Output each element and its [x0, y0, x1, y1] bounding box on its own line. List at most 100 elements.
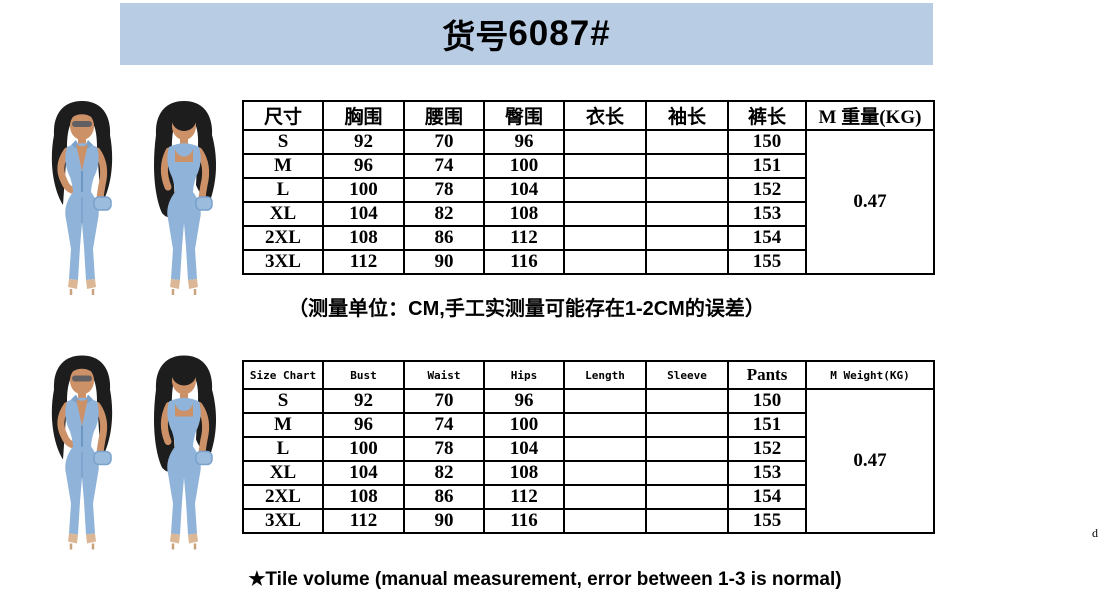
col-header-waist: Waist: [403, 360, 485, 390]
col-header-length: Length: [563, 360, 647, 390]
measurement-cell: 108: [322, 225, 405, 251]
measurement-note-cn: （测量单位：CM,手工实测量可能存在1-2CM的误差）: [288, 298, 765, 320]
measurement-cell: [645, 129, 729, 155]
measurement-cell: 151: [727, 153, 807, 179]
measurement-cell: 100: [322, 177, 405, 203]
measurement-cell: 104: [483, 177, 565, 203]
measurement-cell: 82: [403, 201, 485, 227]
stray-text-artifact: d: [1092, 526, 1098, 540]
measurement-cell: 92: [322, 129, 405, 155]
measurement-cell: 154: [727, 225, 807, 251]
measurement-cell: 153: [727, 460, 807, 486]
measurement-cell: 70: [403, 129, 485, 155]
size-row: XL 104 82 108 153: [242, 201, 934, 227]
measurement-cell: [563, 508, 647, 534]
size-label-cell: 2XL: [242, 484, 324, 510]
table-header-row: Size Chart Bust Waist Hips Length Sleeve…: [242, 360, 935, 390]
measurement-cell: [563, 129, 647, 155]
measurement-cell: 108: [322, 484, 405, 510]
size-label-cell: S: [242, 129, 324, 155]
measurement-cell: 108: [483, 201, 565, 227]
weight-value-cell: 0.47: [805, 129, 935, 275]
table-header-row: 尺寸 胸围 腰围 臀围 衣长 袖长 裤长 M 重量(KG): [242, 100, 935, 131]
col-header-weight: M Weight(KG): [805, 360, 935, 390]
size-row: L 100 78 104 152: [242, 436, 934, 462]
measurement-cell: [645, 153, 729, 179]
col-header-bust: Bust: [322, 360, 405, 390]
size-label-cell: M: [242, 412, 324, 438]
measurement-cell: 153: [727, 201, 807, 227]
measurement-cell: 100: [483, 153, 565, 179]
measurement-cell: 112: [322, 249, 405, 275]
title-banner: 货号 6087#: [120, 3, 933, 65]
measurement-note-en: ★Tile volume (manual measurement, error …: [248, 569, 842, 590]
measurement-cell: 104: [483, 436, 565, 462]
measurement-cell: [563, 412, 647, 438]
product-photo-top: [28, 95, 240, 295]
product-photo-bottom: [28, 337, 240, 562]
size-label-cell: 3XL: [242, 508, 324, 534]
measurement-cell: 74: [403, 412, 485, 438]
model-front-back-illustration: [28, 95, 240, 295]
measurement-cell: [563, 249, 647, 275]
size-label-cell: M: [242, 153, 324, 179]
page-title-number: 6087#: [508, 14, 611, 53]
measurement-cell: [563, 460, 647, 486]
size-row: 2XL 108 86 112 154: [242, 225, 934, 251]
measurement-cell: 152: [727, 177, 807, 203]
measurement-cell: [645, 484, 729, 510]
model-front-back-illustration: [28, 337, 240, 562]
measurement-cell: 155: [727, 249, 807, 275]
size-row: 3XL 112 90 116 155: [242, 249, 934, 275]
size-row: S 92 70 96 150 0.47: [242, 129, 935, 275]
col-header-pants: 裤长: [727, 100, 807, 131]
measurement-cell: [563, 201, 647, 227]
size-label-cell: 3XL: [242, 249, 324, 275]
measurement-cell: 150: [727, 388, 807, 414]
measurement-cell: 96: [322, 153, 405, 179]
size-table-chinese: 尺寸 胸围 腰围 臀围 衣长 袖长 裤长 M 重量(KG) S 92 70 96 150…: [242, 100, 935, 275]
measurement-cell: 70: [403, 388, 485, 414]
measurement-cell: 154: [727, 484, 807, 510]
measurement-cell: [645, 460, 729, 486]
size-label-cell: XL: [242, 201, 324, 227]
size-row: S 92 70 96 150 0.47: [242, 388, 935, 534]
measurement-cell: [563, 177, 647, 203]
measurement-cell: 112: [483, 225, 565, 251]
col-header-hips: 臀围: [483, 100, 565, 131]
measurement-cell: 82: [403, 460, 485, 486]
measurement-cell: 74: [403, 153, 485, 179]
col-header-waist: 腰围: [403, 100, 485, 131]
measurement-cell: [563, 225, 647, 251]
measurement-cell: 108: [483, 460, 565, 486]
measurement-cell: 116: [483, 508, 565, 534]
measurement-cell: 86: [403, 225, 485, 251]
measurement-cell: [563, 484, 647, 510]
col-header-pants: Pants: [727, 360, 807, 390]
measurement-cell: [645, 412, 729, 438]
col-header-hips: Hips: [483, 360, 565, 390]
size-row: M 96 74 100 151: [242, 153, 934, 179]
size-row: XL 104 82 108 153: [242, 460, 934, 486]
size-row: 3XL 112 90 116 155: [242, 508, 934, 534]
measurement-cell: [645, 177, 729, 203]
col-header-length: 衣长: [563, 100, 647, 131]
measurement-cell: 112: [483, 484, 565, 510]
measurement-cell: [645, 508, 729, 534]
measurement-cell: 86: [403, 484, 485, 510]
measurement-cell: 78: [403, 436, 485, 462]
measurement-cell: [645, 249, 729, 275]
size-label-cell: 2XL: [242, 225, 324, 251]
size-row: 2XL 108 86 112 154: [242, 484, 934, 510]
size-table-english: Size Chart Bust Waist Hips Length Sleeve…: [242, 360, 935, 534]
measurement-cell: 151: [727, 412, 807, 438]
measurement-cell: 90: [403, 508, 485, 534]
measurement-cell: [563, 436, 647, 462]
size-label-cell: L: [242, 436, 324, 462]
measurement-cell: [645, 201, 729, 227]
col-header-sleeve: 袖长: [645, 100, 729, 131]
measurement-cell: [563, 153, 647, 179]
size-label-cell: XL: [242, 460, 324, 486]
measurement-cell: 112: [322, 508, 405, 534]
